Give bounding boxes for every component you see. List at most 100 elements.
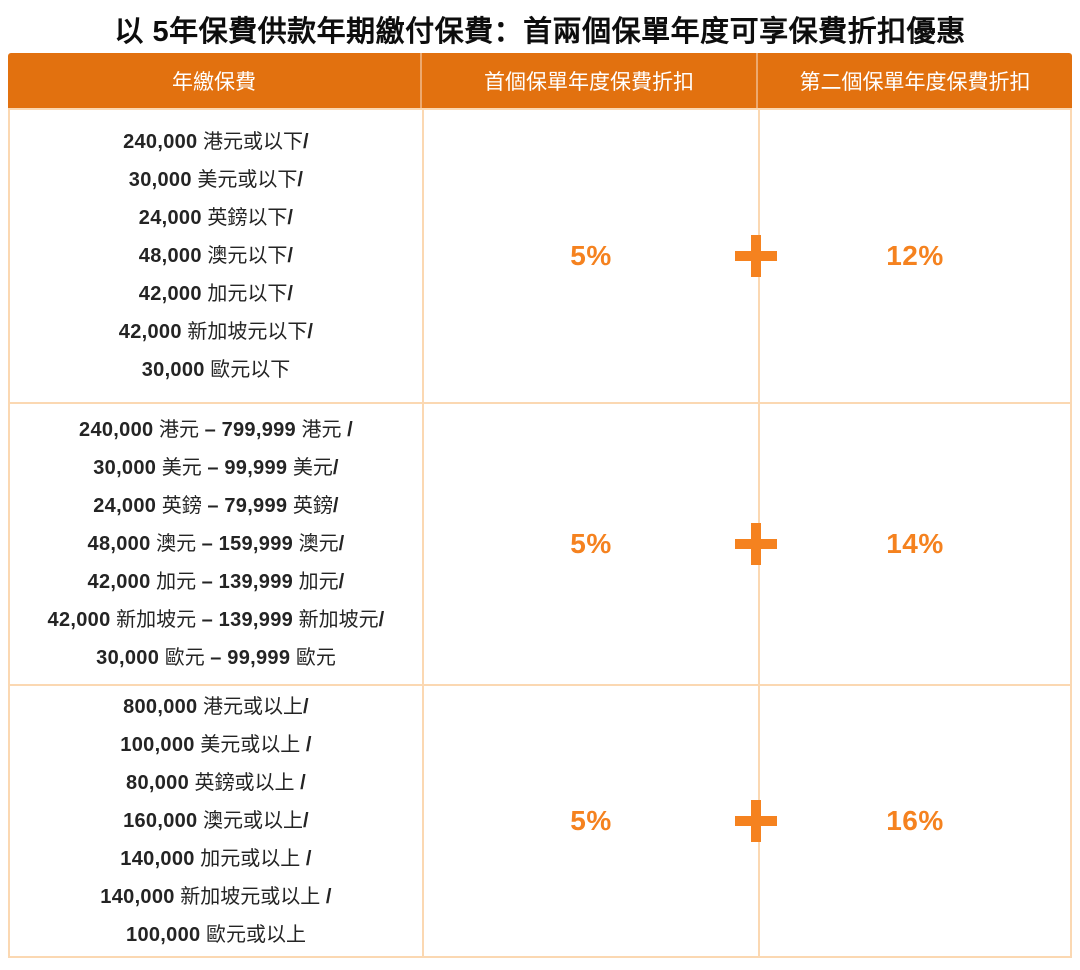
- premium-text: 歐元: [290, 647, 336, 669]
- premium-text: 港元: [153, 419, 205, 441]
- premium-number: 30,000: [141, 359, 205, 381]
- premium-discount-table: 年繳保費 首個保單年度保費折扣 第二個保單年度保費折扣 240,000 港元或以…: [8, 53, 1072, 958]
- premium-line: 240,000 港元或以下/: [123, 123, 309, 161]
- table-row: 240,000 港元 – 799,999 港元 /30,000 美元 – 99,…: [10, 402, 1070, 684]
- premium-number: 79,999: [224, 495, 288, 517]
- premium-number: 799,999: [221, 419, 296, 441]
- plus-vertical-bar: [751, 523, 761, 565]
- premium-number: /: [287, 245, 294, 267]
- premium-number: –: [207, 495, 219, 517]
- first-year-discount-value: 5%: [570, 528, 612, 559]
- premium-line: 240,000 港元 – 799,999 港元 /: [79, 411, 353, 449]
- premium-number: 140,000: [100, 886, 175, 908]
- table-row: 800,000 港元或以上/100,000 美元或以上 /80,000 英鎊或以…: [10, 684, 1070, 956]
- first-year-discount-cell: 5%: [422, 404, 758, 684]
- plus-icon: [735, 800, 777, 842]
- premium-number: –: [210, 647, 222, 669]
- premium-number: /: [303, 131, 309, 153]
- premium-number: –: [201, 609, 214, 631]
- premium-number: /: [347, 419, 353, 441]
- premium-number: /: [287, 283, 294, 305]
- premium-text: 新加坡元以下: [181, 321, 308, 343]
- premium-number: 42,000: [118, 321, 182, 343]
- premium-line: 160,000 澳元或以上/: [123, 802, 309, 840]
- premium-line: 30,000 歐元以下: [142, 351, 291, 389]
- premium-number: 48,000: [138, 245, 202, 267]
- premium-number: /: [305, 734, 312, 756]
- premium-text: 加元以下: [201, 283, 288, 305]
- plus-icon: [735, 235, 777, 277]
- premium-number: 139,999: [218, 571, 294, 593]
- premium-line: 42,000 加元以下/: [139, 275, 293, 313]
- premium-text: 新加坡元或以上: [174, 886, 326, 908]
- premium-text: 港元: [295, 419, 348, 441]
- premium-number: /: [325, 886, 332, 908]
- premium-text: 港元或以上: [197, 696, 304, 718]
- premium-text: 美元或以上: [194, 734, 306, 756]
- premium-number: /: [303, 810, 309, 832]
- premium-number: –: [207, 457, 219, 479]
- premium-text: 新加坡元: [293, 609, 379, 631]
- first-year-discount-cell: 5%: [422, 686, 758, 956]
- second-year-discount-value: 12%: [886, 240, 944, 271]
- premium-number: /: [332, 495, 339, 517]
- second-year-discount-cell: 16%: [758, 686, 1070, 956]
- premium-text: 新加坡元: [110, 609, 202, 631]
- premium-number: 30,000: [93, 457, 157, 479]
- premium-line: 100,000 美元或以上 /: [120, 726, 311, 764]
- premium-number: 42,000: [138, 283, 202, 305]
- premium-line: 80,000 英鎊或以上 /: [126, 764, 306, 802]
- premium-number: 99,999: [224, 457, 288, 479]
- premium-number: 159,999: [218, 533, 294, 555]
- premium-line: 48,000 澳元以下/: [139, 237, 293, 275]
- premium-number: 30,000: [128, 169, 192, 191]
- premium-tier-cell: 800,000 港元或以上/100,000 美元或以上 /80,000 英鎊或以…: [10, 686, 422, 956]
- premium-text: 歐元以下: [204, 359, 291, 381]
- header-annual-premium: 年繳保費: [172, 70, 256, 94]
- premium-number: /: [332, 457, 339, 479]
- premium-number: 48,000: [87, 533, 151, 555]
- premium-line: 24,000 英鎊 – 79,999 英鎊/: [93, 487, 339, 525]
- premium-line: 42,000 加元 – 139,999 加元/: [88, 563, 345, 601]
- premium-number: /: [378, 609, 385, 631]
- premium-text: 美元或以下: [191, 169, 298, 191]
- premium-line: 30,000 美元 – 99,999 美元/: [93, 449, 339, 487]
- premium-number: 30,000: [96, 647, 160, 669]
- premium-number: 800,000: [123, 696, 198, 718]
- premium-number: 160,000: [123, 810, 198, 832]
- table-header-row: 年繳保費 首個保單年度保費折扣 第二個保單年度保費折扣: [8, 53, 1072, 108]
- second-year-discount-cell: 14%: [758, 404, 1070, 684]
- premium-text: 加元或以上: [194, 848, 306, 870]
- page-title: 以 5年保費供款年期繳付保費：首兩個保單年度可享保費折扣優惠: [114, 16, 966, 48]
- premium-line: 30,000 歐元 – 99,999 歐元: [96, 639, 336, 677]
- first-year-discount-cell: 5%: [422, 110, 758, 402]
- premium-number: 240,000: [123, 131, 198, 153]
- first-year-discount-value: 5%: [570, 240, 612, 271]
- premium-number: –: [204, 419, 216, 441]
- header-first-policy-year-discount: 首個保單年度保費折扣: [420, 53, 756, 108]
- plus-vertical-bar: [751, 800, 761, 842]
- second-year-discount-value: 16%: [886, 805, 944, 836]
- premium-line: 800,000 港元或以上/: [123, 688, 309, 726]
- first-year-discount-value: 5%: [570, 805, 612, 836]
- premium-number: 99,999: [227, 647, 291, 669]
- premium-number: /: [338, 533, 345, 555]
- premium-text: 澳元或以上: [197, 810, 304, 832]
- premium-text: 加元: [150, 571, 202, 593]
- premium-number: /: [338, 571, 345, 593]
- premium-number: /: [305, 848, 312, 870]
- premium-number: /: [307, 321, 314, 343]
- premium-line: 140,000 新加坡元或以上 /: [100, 878, 331, 916]
- plus-vertical-bar: [751, 235, 761, 277]
- premium-number: 80,000: [126, 772, 189, 794]
- premium-number: 24,000: [93, 495, 157, 517]
- premium-line: 140,000 加元或以上 /: [120, 840, 311, 878]
- header-second-policy-year-discount: 第二個保單年度保費折扣: [756, 53, 1072, 108]
- plus-icon: [735, 523, 777, 565]
- premium-number: 100,000: [120, 734, 195, 756]
- premium-number: 240,000: [79, 419, 154, 441]
- table-row: 240,000 港元或以下/30,000 美元或以下/24,000 英鎊以下/4…: [10, 108, 1070, 402]
- premium-number: /: [287, 207, 294, 229]
- premium-line: 100,000 歐元或以上: [126, 916, 306, 954]
- table-body: 240,000 港元或以下/30,000 美元或以下/24,000 英鎊以下/4…: [8, 108, 1072, 958]
